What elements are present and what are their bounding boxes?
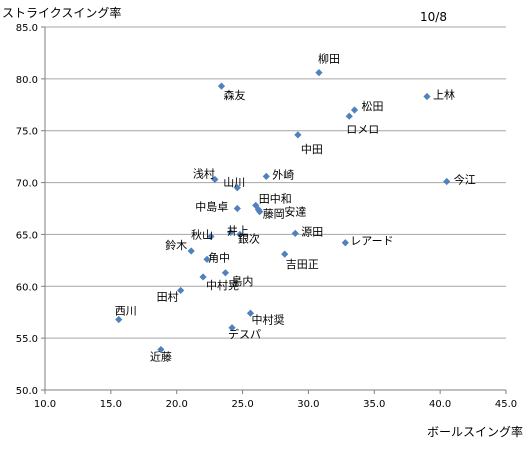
data-label: レアード bbox=[350, 235, 393, 248]
y-tick-label: 70.0 bbox=[16, 179, 38, 190]
data-label: 秋山 bbox=[191, 228, 213, 242]
data-point bbox=[345, 112, 353, 120]
data-point bbox=[281, 250, 289, 258]
data-point bbox=[254, 205, 262, 214]
data-point bbox=[294, 131, 302, 139]
data-label: 鈴木 bbox=[165, 238, 187, 252]
data-label: 藤岡 bbox=[263, 208, 285, 221]
data-point bbox=[203, 255, 211, 263]
y-tick-label: 55.0 bbox=[16, 334, 38, 345]
data-point bbox=[341, 239, 349, 247]
data-label: 安達 bbox=[284, 205, 306, 219]
y-tick-label: 85.0 bbox=[16, 23, 38, 34]
data-label: 吉田正 bbox=[286, 258, 319, 271]
data-point bbox=[246, 309, 255, 317]
axes bbox=[41, 26, 507, 394]
data-label: 西川 bbox=[115, 304, 137, 317]
data-point bbox=[221, 269, 230, 277]
data-point bbox=[262, 172, 270, 180]
data-point bbox=[423, 92, 431, 101]
y-axis-title: ストライクスイング率 bbox=[2, 6, 122, 20]
data-point bbox=[350, 106, 359, 114]
data-point bbox=[291, 229, 299, 237]
data-points bbox=[115, 69, 451, 354]
data-point bbox=[211, 175, 219, 184]
x-tick-label: 20.0 bbox=[166, 399, 188, 410]
data-label: 上林 bbox=[433, 87, 455, 101]
data-point bbox=[177, 286, 185, 295]
data-point bbox=[443, 177, 451, 186]
data-point bbox=[187, 247, 195, 255]
x-tick-label: 25.0 bbox=[231, 399, 253, 410]
data-point bbox=[157, 345, 165, 354]
data-label: 田村 bbox=[157, 289, 179, 303]
data-label: 今江 bbox=[454, 173, 476, 187]
data-label: 源田 bbox=[301, 224, 323, 238]
gridlines bbox=[45, 26, 506, 339]
data-label: 井上 bbox=[227, 223, 249, 237]
data-point bbox=[207, 232, 215, 241]
data-label: 角中 bbox=[208, 251, 230, 264]
data-label: 中田 bbox=[301, 143, 323, 156]
data-labels: 柳田森友 上林松田ロメロ中田今江 浅村 外崎山川田中和中島卓藤岡 安達井上 源田銀次 秋山レ… bbox=[115, 52, 476, 364]
data-point bbox=[115, 315, 123, 324]
y-tick-label: 65.0 bbox=[16, 230, 38, 241]
data-point bbox=[228, 324, 236, 332]
data-label: 中村晃 bbox=[206, 278, 239, 292]
y-tick-labels: 50.0 55.0 60.0 65.0 70.0 75.0 80.0 85.0 bbox=[16, 23, 38, 397]
data-label: 外崎 bbox=[272, 167, 294, 181]
data-label: ロメロ bbox=[346, 123, 379, 136]
data-point bbox=[199, 273, 207, 281]
data-label: 柳田 bbox=[318, 52, 340, 66]
y-tick-label: 75.0 bbox=[16, 127, 38, 138]
data-label: 銀次 bbox=[238, 231, 260, 245]
x-tick-label: 45.0 bbox=[495, 399, 517, 410]
x-tick-labels: 10.0 15.0 20.0 25.0 30.0 35.0 40.0 45.0 bbox=[34, 399, 517, 410]
data-label: 森友 bbox=[223, 88, 245, 102]
data-label: 中村奨 bbox=[251, 312, 284, 326]
data-label: 松田 bbox=[362, 99, 384, 113]
data-label: 山川 bbox=[223, 176, 245, 189]
data-point bbox=[233, 184, 241, 192]
data-point bbox=[217, 82, 226, 90]
data-point bbox=[236, 230, 244, 239]
x-axis-title: ボールスイング率 bbox=[427, 425, 523, 439]
data-point bbox=[233, 204, 241, 213]
y-tick-label: 60.0 bbox=[16, 282, 38, 293]
data-label: 近藤 bbox=[150, 351, 172, 364]
data-point bbox=[315, 69, 323, 77]
x-tick-label: 30.0 bbox=[297, 399, 319, 410]
y-tick-label: 80.0 bbox=[16, 75, 38, 86]
date-label: 10/8 bbox=[420, 10, 447, 24]
y-tick-label: 50.0 bbox=[16, 386, 38, 397]
data-label: 中島卓 bbox=[195, 200, 228, 214]
data-label: 浅村 bbox=[193, 166, 215, 180]
data-label: 田中和 bbox=[259, 192, 292, 205]
data-label: デスパ bbox=[228, 327, 261, 341]
data-label: 島内 bbox=[231, 274, 253, 288]
x-tick-label: 10.0 bbox=[34, 399, 56, 410]
x-tick-label: 35.0 bbox=[363, 399, 385, 410]
x-tick-label: 40.0 bbox=[429, 399, 451, 410]
data-point bbox=[227, 228, 235, 236]
x-tick-label: 15.0 bbox=[100, 399, 122, 410]
